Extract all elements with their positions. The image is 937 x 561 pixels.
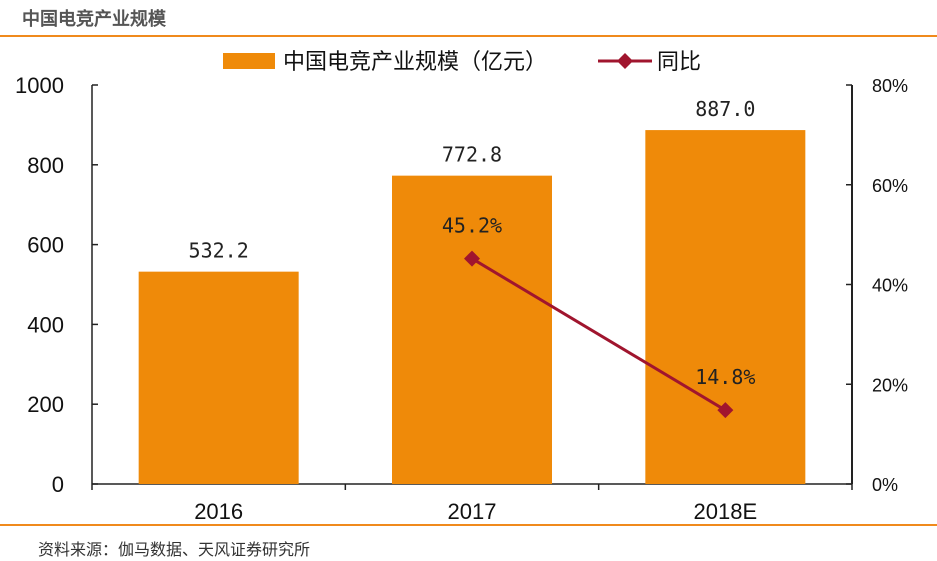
yoy-line: [471, 257, 727, 412]
yoy-point: [464, 250, 480, 267]
y-left-tick-label: 600: [27, 233, 64, 258]
y-right-tick-label: 0%: [872, 475, 898, 495]
yoy-value-label: 45.2%: [442, 214, 502, 238]
footer-divider: [0, 524, 937, 526]
x-tick-label: 2018E: [694, 499, 758, 524]
bar-value-label: 887.0: [695, 97, 755, 121]
x-tick-label: 2017: [448, 499, 497, 524]
legend-swatch-bar: [223, 53, 275, 69]
bar-value-label: 772.8: [442, 143, 502, 167]
legend-swatch-marker: [617, 53, 633, 69]
bar: [138, 271, 299, 484]
y-right-tick-label: 40%: [872, 276, 908, 296]
bar: [392, 175, 552, 484]
legend-label-line: 同比: [657, 50, 701, 75]
y-right-tick-label: 20%: [872, 375, 908, 395]
chart-area: 0 200 400 600 800 1000 0% 20% 40% 60% 80% 2016 2017 2…: [15, 50, 908, 524]
yoy-point: [717, 402, 734, 419]
y-left-tick-label: 1000: [15, 73, 64, 98]
bar: [645, 130, 806, 484]
y-right-tick-label: 60%: [872, 176, 908, 196]
legend-label-bar: 中国电竞产业规模（亿元）: [283, 50, 547, 75]
header-divider: [0, 35, 937, 37]
y-left-tick-label: 400: [27, 312, 64, 337]
y-right-tick-label: 80%: [872, 76, 908, 96]
y-left-tick-label: 0: [52, 472, 64, 497]
source-note: 资料来源：伽马数据、天风证券研究所: [38, 540, 311, 559]
yoy-value-label: 14.8%: [695, 365, 755, 389]
bar-value-label: 532.2: [189, 239, 249, 263]
page-title: 中国电竞产业规模: [22, 9, 166, 30]
y-left-tick-label: 800: [27, 153, 64, 178]
x-tick-label: 2016: [194, 499, 243, 524]
y-left-tick-label: 200: [27, 392, 64, 417]
